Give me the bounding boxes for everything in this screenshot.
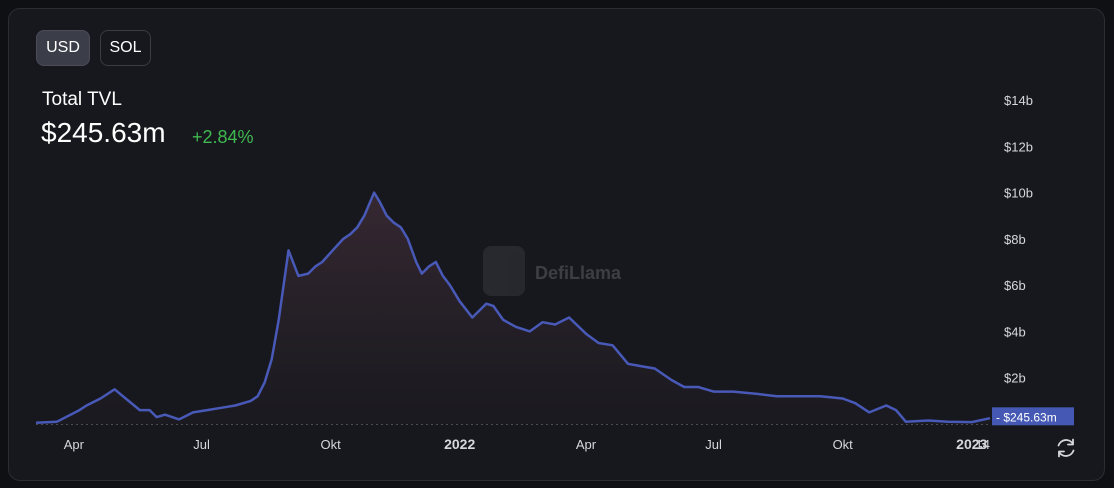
y-tick-label: $2b bbox=[1004, 371, 1026, 386]
x-tick-label: 2023 bbox=[956, 436, 987, 452]
watermark: DefiLlama bbox=[483, 246, 622, 296]
x-tick-label: Apr bbox=[64, 437, 85, 452]
tvl-area-fill bbox=[36, 192, 990, 424]
watermark-text: DefiLlama bbox=[535, 263, 622, 283]
x-tick-label: Okt bbox=[833, 437, 854, 452]
tvl-change: +2.84% bbox=[192, 127, 254, 147]
usd-toggle-button[interactable]: USD bbox=[36, 30, 90, 66]
y-tick-label: $8b bbox=[1004, 232, 1026, 247]
y-tick-label: $12b bbox=[1004, 139, 1033, 154]
current-value-badge bbox=[992, 407, 1074, 426]
x-tick-label: Jul bbox=[705, 437, 722, 452]
x-tick-label: Jul bbox=[193, 437, 210, 452]
refresh-icon[interactable] bbox=[1054, 436, 1078, 460]
tvl-series-line bbox=[35, 191, 991, 425]
x-tick-label: 2022 bbox=[444, 436, 475, 452]
y-tick-label: $4b bbox=[1004, 324, 1026, 339]
y-tick-label: $6b bbox=[1004, 278, 1026, 293]
chart-title: Total TVL bbox=[42, 89, 122, 110]
y-tick-label: $14b bbox=[1004, 93, 1033, 108]
x-tick-label: Apr bbox=[576, 437, 597, 452]
tvl-value: $245.63m bbox=[41, 117, 166, 148]
sol-toggle-button[interactable]: SOL bbox=[100, 30, 151, 66]
x-tick-label: Okt bbox=[321, 437, 342, 452]
defillama-logo-icon bbox=[483, 246, 525, 296]
x-tick-label: 14 bbox=[976, 437, 990, 452]
y-tick-label: $10b bbox=[1004, 186, 1033, 201]
current-value-label: - $245.63m bbox=[996, 410, 1057, 424]
